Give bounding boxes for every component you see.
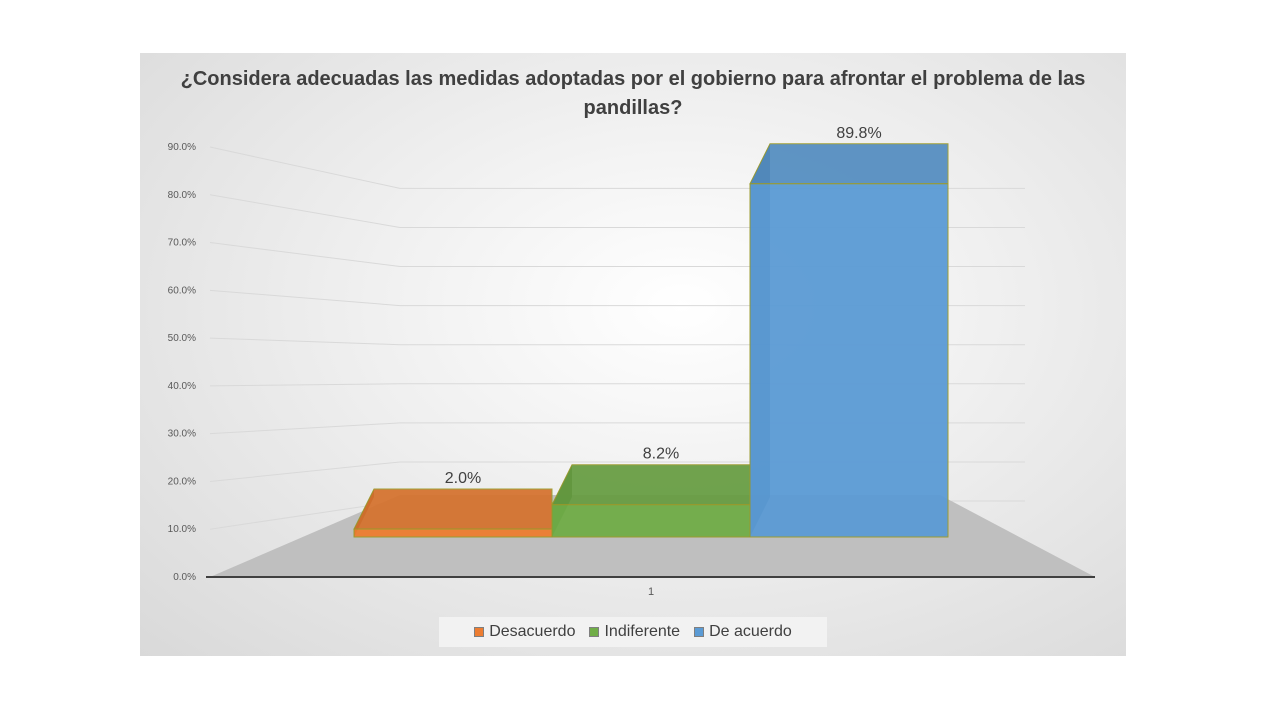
bar-desacuerdo xyxy=(353,528,553,538)
legend: Desacuerdo Indiferente De acuerdo xyxy=(439,617,827,647)
legend-swatch-desacuerdo xyxy=(474,627,485,637)
legend-label-de-acuerdo: De acuerdo xyxy=(709,623,792,640)
y-tick-label: 20.0% xyxy=(168,476,196,487)
gridline-left xyxy=(209,289,401,307)
legend-label-indiferente: Indiferente xyxy=(604,623,681,640)
legend-item-de-acuerdo: De acuerdo xyxy=(694,623,792,641)
y-tick-label: 40.0% xyxy=(168,381,196,392)
plot-area: 0.0% 10.0% 20.0% 30.0% 40.0% 50.0% 60.0% 70.0% 8… xyxy=(168,125,1095,598)
gridline-left xyxy=(209,461,401,482)
x-tick-label: 1 xyxy=(648,586,654,598)
legend-item-indiferente: Indiferente xyxy=(589,623,680,641)
legend-swatch-de-acuerdo xyxy=(694,627,705,637)
bar-de-acuerdo xyxy=(749,183,949,538)
gridline-left xyxy=(209,422,401,435)
bar-indiferente xyxy=(551,504,751,538)
bar-top-desacuerdo xyxy=(353,488,553,530)
gridline-left xyxy=(209,146,401,189)
chart-area: ¿Considera adecuadas las medidas adoptad… xyxy=(140,53,1126,656)
y-tick-label: 60.0% xyxy=(168,285,196,296)
chart-title: ¿Considera adecuadas las medidas adoptad… xyxy=(180,68,1086,119)
bar-top-de-acuerdo xyxy=(749,143,949,185)
data-label-desacuerdo: 2.0% xyxy=(445,470,481,487)
legend-label-desacuerdo: Desacuerdo xyxy=(489,623,576,640)
data-label-indiferente: 8.2% xyxy=(643,446,679,463)
gridline-left xyxy=(209,194,401,228)
y-tick-label: 80.0% xyxy=(168,190,196,201)
gridline-left xyxy=(209,337,401,346)
y-tick-label: 50.0% xyxy=(168,333,196,344)
y-tick-label: 10.0% xyxy=(168,524,196,535)
legend-swatch-indiferente xyxy=(589,627,600,637)
y-tick-label: 0.0% xyxy=(173,572,196,583)
data-label-de-acuerdo: 89.8% xyxy=(836,125,881,142)
legend-item-desacuerdo: Desacuerdo xyxy=(474,623,575,641)
gridline-left xyxy=(209,242,401,268)
y-tick-label: 30.0% xyxy=(168,429,196,440)
y-tick-label: 70.0% xyxy=(168,238,196,249)
y-tick-label: 90.0% xyxy=(168,142,196,153)
gridline-left xyxy=(209,383,401,387)
bar-top-indiferente xyxy=(551,464,751,506)
